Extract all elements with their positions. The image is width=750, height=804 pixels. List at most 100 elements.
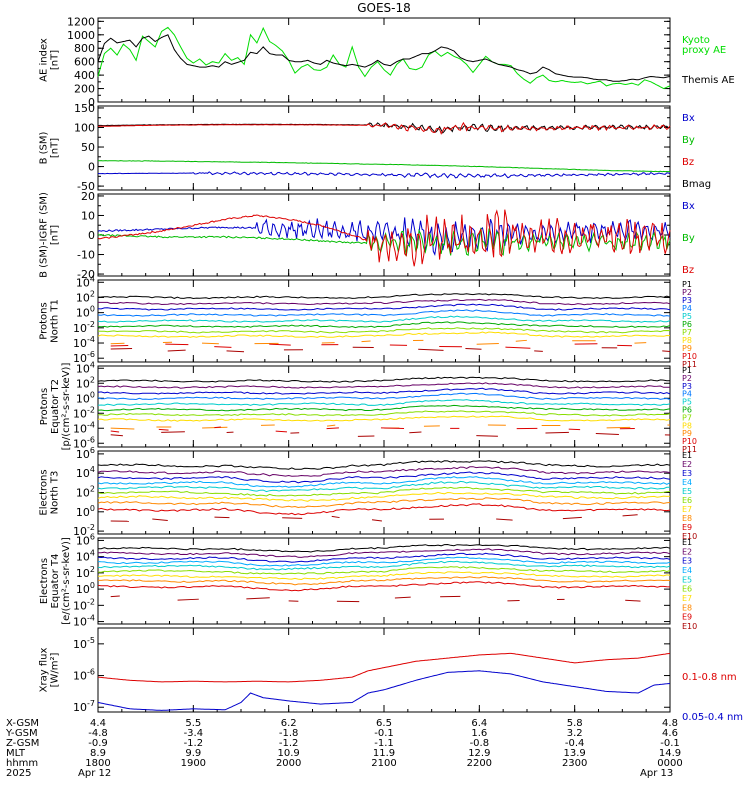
channel-p11 [161,432,185,433]
series-label-e1: E1 [682,451,692,460]
y-axis-label: B (SM) [39,131,50,164]
y-axis-label: [nT] [50,138,61,158]
y-tick-label: 100 [74,121,95,134]
series-label-by: By [682,135,695,146]
series-label-bx: Bx [682,201,695,212]
series-label-bx: Bx [682,113,695,124]
y-tick-label: 10-6 [73,668,95,683]
y-tick-label: 10-2 [73,597,95,612]
series-label-e8: E8 [682,603,692,612]
series-label-e8: E8 [682,514,692,523]
y-tick-label: 800 [74,42,95,55]
channel-e1 [98,545,670,553]
channel-e8 [98,498,670,508]
y-axis-label: Electrons [39,558,50,604]
channel-p8 [98,416,670,421]
channel-e10 [623,515,638,516]
channel-p4 [98,310,670,316]
channel-p9 [327,425,335,426]
y-tick-label: 104 [76,360,95,375]
y-tick-label: 50 [81,141,95,154]
panel-frame [98,106,670,190]
channel-p10 [214,347,231,348]
channel-e10 [625,600,640,601]
y-axis-label: Equator T2 [50,379,61,434]
series-line-0-1-0-8-nm [98,653,670,682]
series-line-themis-ae [98,35,670,81]
series-label-e7: E7 [682,594,692,603]
ephemeris-value: 2100 [371,758,396,769]
panel-frame [98,366,670,447]
x-axis-ephemeris-table: X-GSMY-GSMZ-GSMMLThhmm20254.4-4.8-0.98.9… [5,718,683,779]
series-label-e7: E7 [682,505,692,514]
channel-p2 [98,383,670,388]
y-tick-label: 104 [76,465,95,480]
channel-p11 [111,435,123,436]
channel-e10 [332,516,340,517]
channel-e2 [98,467,670,477]
y-axis-label: Protons [39,302,50,339]
y-tick-label: 10-7 [73,699,95,714]
series-label-e2: E2 [682,460,692,469]
channel-p9 [607,427,631,428]
y-tick-label: 20 [81,190,95,203]
y-axis-label: AE index [39,38,50,82]
y-tick-label: 104 [76,549,95,564]
channel-p11 [545,432,568,433]
y-tick-label: 102 [76,485,95,500]
ephemeris-value: Apr 12 [78,768,111,779]
channel-e10 [395,597,411,598]
channel-e2 [98,549,670,558]
series-label-bmag: Bmag [682,179,711,190]
series-label-e2: E2 [682,547,692,556]
series-line-bx [98,172,670,178]
channel-e10 [178,599,199,600]
channel-p11 [227,351,244,352]
series-label-e4: E4 [682,566,692,575]
series-label-e4: E4 [682,478,692,487]
series-line-kyoto-proxy-ae [98,27,670,88]
channel-e9 [98,582,670,591]
panel-frame [98,18,670,102]
channel-p10 [381,428,404,429]
channel-e10 [563,517,582,518]
channel-p10 [269,344,291,345]
y-tick-label: 10-5 [73,636,95,651]
channel-e10 [282,518,302,519]
y-tick-label: 400 [74,69,95,82]
y-tick-label: 150 [74,102,95,115]
channel-p8 [98,332,670,337]
y-axis-label: [p/(cm²-s-sr-keV)] [61,363,72,451]
y-tick-label: 100 [76,581,95,596]
y-axis-label: [W/m²] [50,652,61,687]
series-label-e3: E3 [682,469,692,478]
y-tick-label: 102 [76,565,95,580]
y-axis-label: [e/(cm²-s-sr-keV)] [61,537,72,625]
y-tick-label: 10-4 [73,335,95,350]
channel-p9 [634,343,646,344]
y-tick-label: 104 [76,274,95,289]
y-tick-label: 0 [88,161,95,174]
series-label-e9: E9 [682,523,692,532]
ephemeris-row-label: 2025 [6,768,31,779]
series-label-bz: Bz [682,157,694,168]
channel-p11 [409,432,421,433]
channel-e6 [98,567,670,575]
channel-p3 [98,388,670,394]
channel-p9 [362,341,371,342]
channel-e9 [98,504,670,515]
channel-p2 [98,299,670,304]
channel-p5 [98,316,670,322]
y-tick-label: 102 [76,289,95,304]
y-tick-label: 10-4 [73,614,95,629]
series-label-e9: E9 [682,613,692,622]
series-line-by [98,161,670,172]
channel-p1 [98,377,670,382]
